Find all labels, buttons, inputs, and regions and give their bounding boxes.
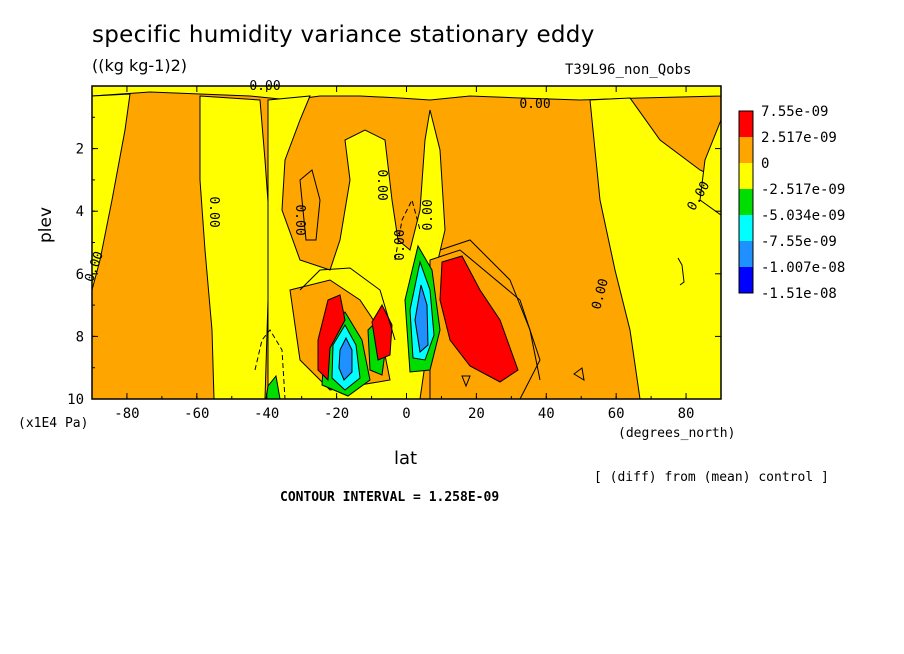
y-axis-unit: (x1E4 Pa): [18, 416, 89, 431]
legend-level-label: -1.007e-08: [761, 260, 845, 276]
contour-interval: CONTOUR INTERVAL = 1.258E-09: [280, 490, 500, 505]
contour-value-label: 0.00: [421, 199, 436, 230]
contour-line-dashed: [254, 329, 286, 400]
contour-value-label: 0.00: [374, 169, 389, 200]
x-axis-unit: (degrees_north): [618, 426, 736, 441]
legend-swatch: [739, 189, 753, 215]
chart-units: ((kg kg-1)2): [92, 56, 188, 75]
legend: 7.55e-09 2.517e-09 0 -2.517e-09 -5.034e-09 -7…: [738, 104, 845, 302]
contour-line-dashed: [394, 198, 421, 261]
region-top-yellow: [91, 85, 722, 101]
legend-level-label: 7.55e-09: [761, 104, 828, 120]
contour-line: [677, 257, 685, 286]
y-tick-label: 10: [67, 392, 84, 408]
max-left: [317, 294, 346, 382]
legend-swatch: [739, 163, 753, 189]
contour-line: [439, 239, 541, 381]
max-center-left: [371, 303, 393, 361]
contour-value-label: 0.00: [393, 229, 408, 260]
x-tick-label: 40: [538, 406, 555, 422]
legend-swatch: [739, 215, 753, 241]
legend-level-label: -5.034e-09: [761, 208, 845, 224]
x-tick-label: 0: [402, 406, 410, 422]
y-tick-label: 4: [76, 204, 84, 220]
x-tick-label: -80: [114, 406, 139, 422]
y-tick-label: 8: [76, 329, 84, 345]
legend-level-label: -1.51e-08: [761, 286, 837, 302]
x-tick-label: -60: [184, 406, 209, 422]
positive-maxima: [317, 255, 519, 383]
contour-value-label: 0.00: [206, 196, 221, 227]
contour-value-label: 0.00: [519, 97, 550, 112]
x-tick-label: -20: [324, 406, 349, 422]
contour-value-label: 0.00: [292, 204, 307, 235]
diff-note: [ (diff) from (mean) control ]: [594, 470, 829, 485]
experiment-name: T39L96_non_Qobs: [565, 62, 692, 78]
legend-level-label: 0: [761, 156, 769, 172]
x-axis: -80 -60 -40 -20 0 20 40 60 80: [114, 86, 722, 422]
y-axis: 2 4 6 8 10: [67, 116, 721, 408]
contour-line: [461, 375, 471, 388]
contour-value-label: 0.00: [249, 79, 280, 94]
island-upper-mid: [299, 169, 321, 241]
x-tick-label: 60: [608, 406, 625, 422]
x-axis-label: lat: [394, 448, 418, 469]
legend-level-label: -7.55e-09: [761, 234, 837, 250]
legend-level-label: -2.517e-09: [761, 182, 845, 198]
contour-line: [299, 267, 396, 341]
x-tick-label: 20: [468, 406, 485, 422]
y-tick-label: 2: [76, 142, 84, 158]
y-tick-label: 6: [76, 267, 84, 283]
x-tick-label: -40: [254, 406, 279, 422]
legend-frame: [738, 110, 754, 294]
contour-lines: [254, 198, 685, 400]
core-blue-left: [338, 336, 353, 381]
x-tick-label: 80: [678, 406, 695, 422]
legend-swatch: [739, 267, 753, 293]
legend-level-label: 2.517e-09: [761, 130, 837, 146]
core-blue-center: [414, 284, 429, 353]
chart-title: specific humidity variance stationary ed…: [92, 22, 595, 48]
legend-swatch: [739, 241, 753, 267]
legend-swatch: [739, 137, 753, 163]
legend-swatch: [739, 111, 753, 137]
contour-line: [573, 367, 585, 381]
max-right: [439, 255, 519, 383]
